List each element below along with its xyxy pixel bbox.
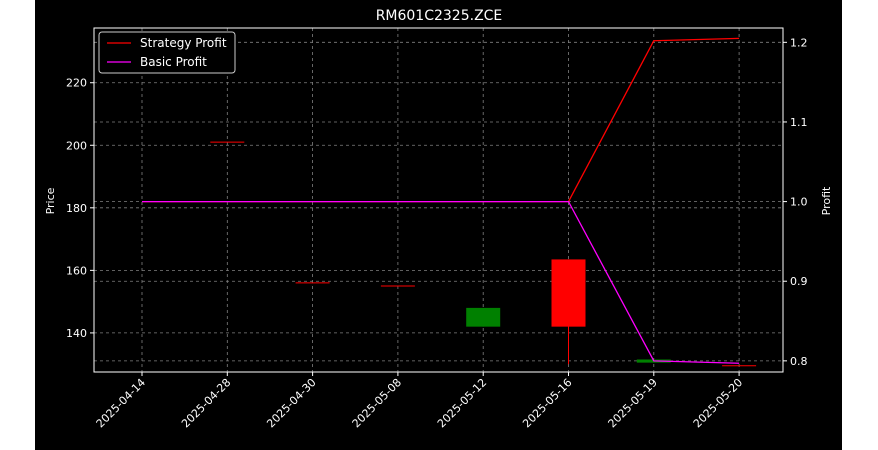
chart-title: RM601C2325.ZCE	[376, 8, 503, 24]
y-left-tick-label: 220	[66, 77, 87, 90]
y-left-tick-label: 200	[66, 139, 87, 152]
basic-profit-line	[142, 200, 740, 364]
legend-label-strategy-profit: Strategy Profit	[140, 36, 227, 50]
y-left-tick-label: 180	[66, 202, 87, 215]
plot-area-frame	[93, 27, 784, 373]
y-right-tick-label: 1.2	[790, 36, 808, 49]
candle-body	[551, 259, 586, 327]
legend-label-basic-profit: Basic Profit	[140, 55, 207, 69]
y-right-tick-label: 1.0	[790, 196, 808, 209]
candle-body	[466, 307, 501, 327]
y-right-tick-label: 0.8	[790, 355, 808, 368]
candle-layer	[210, 141, 757, 367]
y-left-tick-label: 140	[66, 327, 87, 340]
y-axis-left-label: Price	[44, 187, 57, 214]
y-axis-right-label: Profit	[820, 186, 833, 215]
y-right-tick-label: 0.9	[790, 275, 808, 288]
y-left-tick-label: 160	[66, 264, 87, 277]
y-right-tick-label: 1.1	[790, 116, 808, 129]
legend-box	[98, 31, 236, 74]
legend: Strategy Profit Basic Profit	[98, 31, 236, 74]
grid-layer	[94, 28, 783, 372]
line-layer	[142, 37, 740, 364]
figure-background	[35, 0, 842, 450]
candle	[466, 307, 501, 327]
candle	[551, 259, 586, 365]
